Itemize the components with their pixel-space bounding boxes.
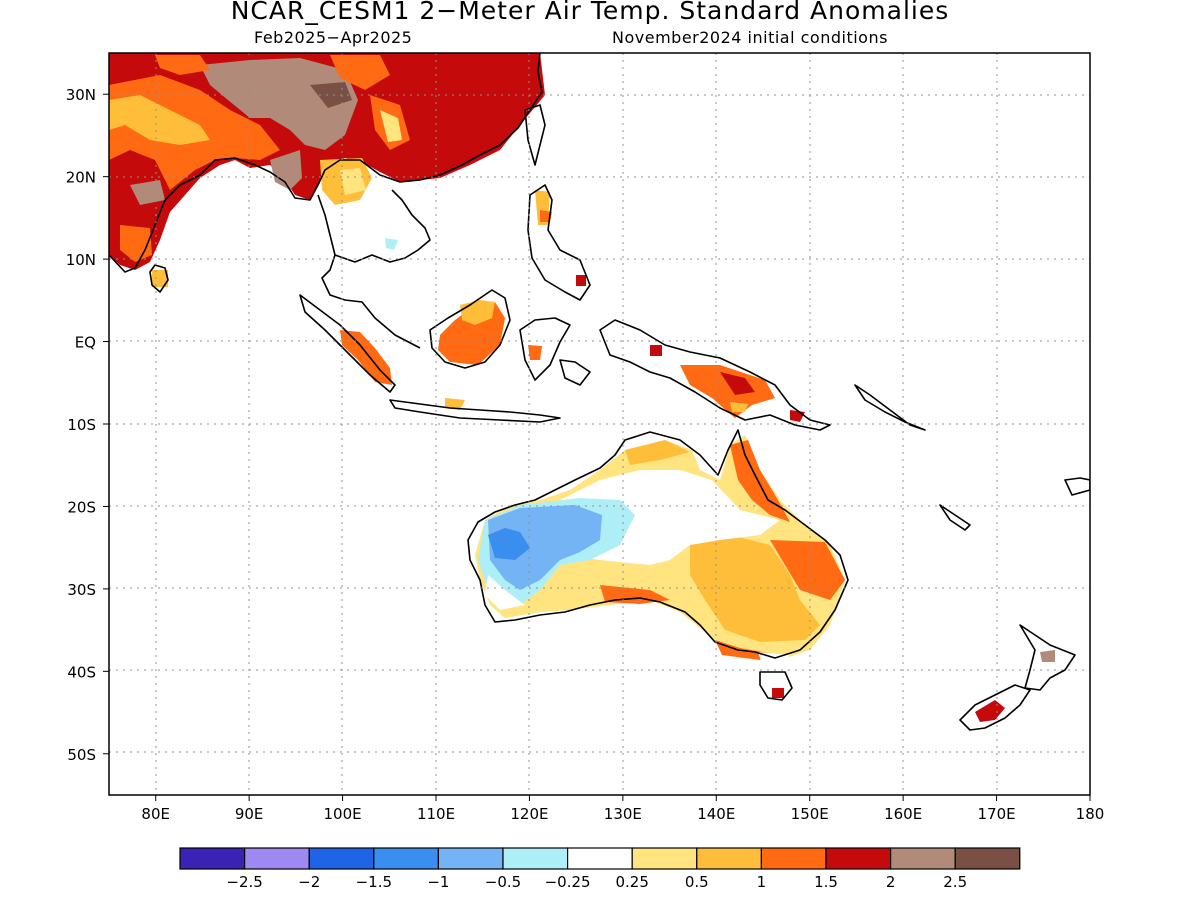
- lon-tick-label: 110E: [417, 805, 455, 823]
- lon-tick-label: 80E: [141, 805, 170, 823]
- graticule: [109, 53, 1090, 795]
- colorbar-swatch: [373, 847, 439, 870]
- lat-tick-label: 20N: [66, 169, 96, 187]
- colorbar-label: 0.25: [615, 873, 648, 891]
- colorbar-swatch: [308, 847, 375, 870]
- colorbar-swatch: [696, 847, 762, 870]
- chart-title: NCAR_CESM1 2−Meter Air Temp. Standard An…: [230, 0, 950, 25]
- lon-tick-label: 140E: [697, 805, 735, 823]
- lon-tick-label: 100E: [324, 805, 362, 823]
- longitude-axis: 80E 90E 100E 110E 120E 130E 140E 150E 160E 170E 18…: [141, 795, 1104, 823]
- initial-conditions: November2024 initial conditions: [612, 28, 888, 47]
- colorbar-swatch: [954, 847, 1021, 870]
- colorbar-label: 1.5: [814, 873, 838, 891]
- colorbar-swatch: [760, 847, 827, 870]
- colorbar-label: −2: [298, 873, 320, 891]
- colorbar-label: −0.25: [545, 873, 591, 891]
- colorbar-label: −0.5: [485, 873, 521, 891]
- lon-tick-label: 150E: [791, 805, 829, 823]
- lon-tick-label: 160E: [884, 805, 922, 823]
- lat-tick-label: 30S: [67, 581, 96, 599]
- coastlines: [109, 53, 1090, 731]
- colorbar-swatch: [631, 847, 698, 870]
- colorbar-swatch: [244, 847, 310, 870]
- colorbar-label: 0.5: [685, 873, 709, 891]
- asia-anomaly-fill: [109, 53, 545, 287]
- colorbar: −2.5 −2 −1.5 −1 −0.5 −0.25 0.25 0.5 1 1.5 2 2.5: [179, 847, 1021, 891]
- colorbar-label: −2.5: [226, 873, 262, 891]
- maritime-anomaly-fill: [340, 190, 805, 422]
- lat-tick-label: 30N: [66, 86, 96, 104]
- lat-tick-label: 10N: [66, 251, 96, 269]
- lon-tick-label: 90E: [235, 805, 264, 823]
- lat-tick-label: 20S: [67, 498, 96, 516]
- lon-tick-label: 170E: [978, 805, 1016, 823]
- colorbar-label: 2.5: [943, 873, 967, 891]
- colorbar-label: 2: [886, 873, 896, 891]
- colorbar-swatch: [179, 847, 246, 870]
- colorbar-swatch: [566, 847, 633, 870]
- lat-tick-label: EQ: [75, 334, 96, 352]
- colorbar-swatch: [502, 847, 569, 870]
- map-area: [109, 53, 1090, 795]
- lon-tick-label: 120E: [510, 805, 548, 823]
- lon-tick-label: 130E: [604, 805, 642, 823]
- lon-tick-label: 180: [1076, 805, 1105, 823]
- colorbar-label: −1.5: [356, 873, 392, 891]
- colorbar-swatch: [437, 847, 504, 870]
- lat-tick-label: 50S: [67, 746, 96, 764]
- colorbar-swatch: [825, 847, 892, 870]
- latitude-axis: 30N 20N 10N EQ 10S 20S 30S 40S 50S: [66, 86, 109, 764]
- forecast-period: Feb2025−Apr2025: [254, 28, 413, 47]
- lat-tick-label: 10S: [67, 416, 96, 434]
- colorbar-label: −1: [427, 873, 449, 891]
- australia-anomaly-fill: [475, 435, 845, 698]
- lat-tick-label: 40S: [67, 663, 96, 681]
- colorbar-swatch: [889, 847, 956, 870]
- colorbar-label: 1: [757, 873, 767, 891]
